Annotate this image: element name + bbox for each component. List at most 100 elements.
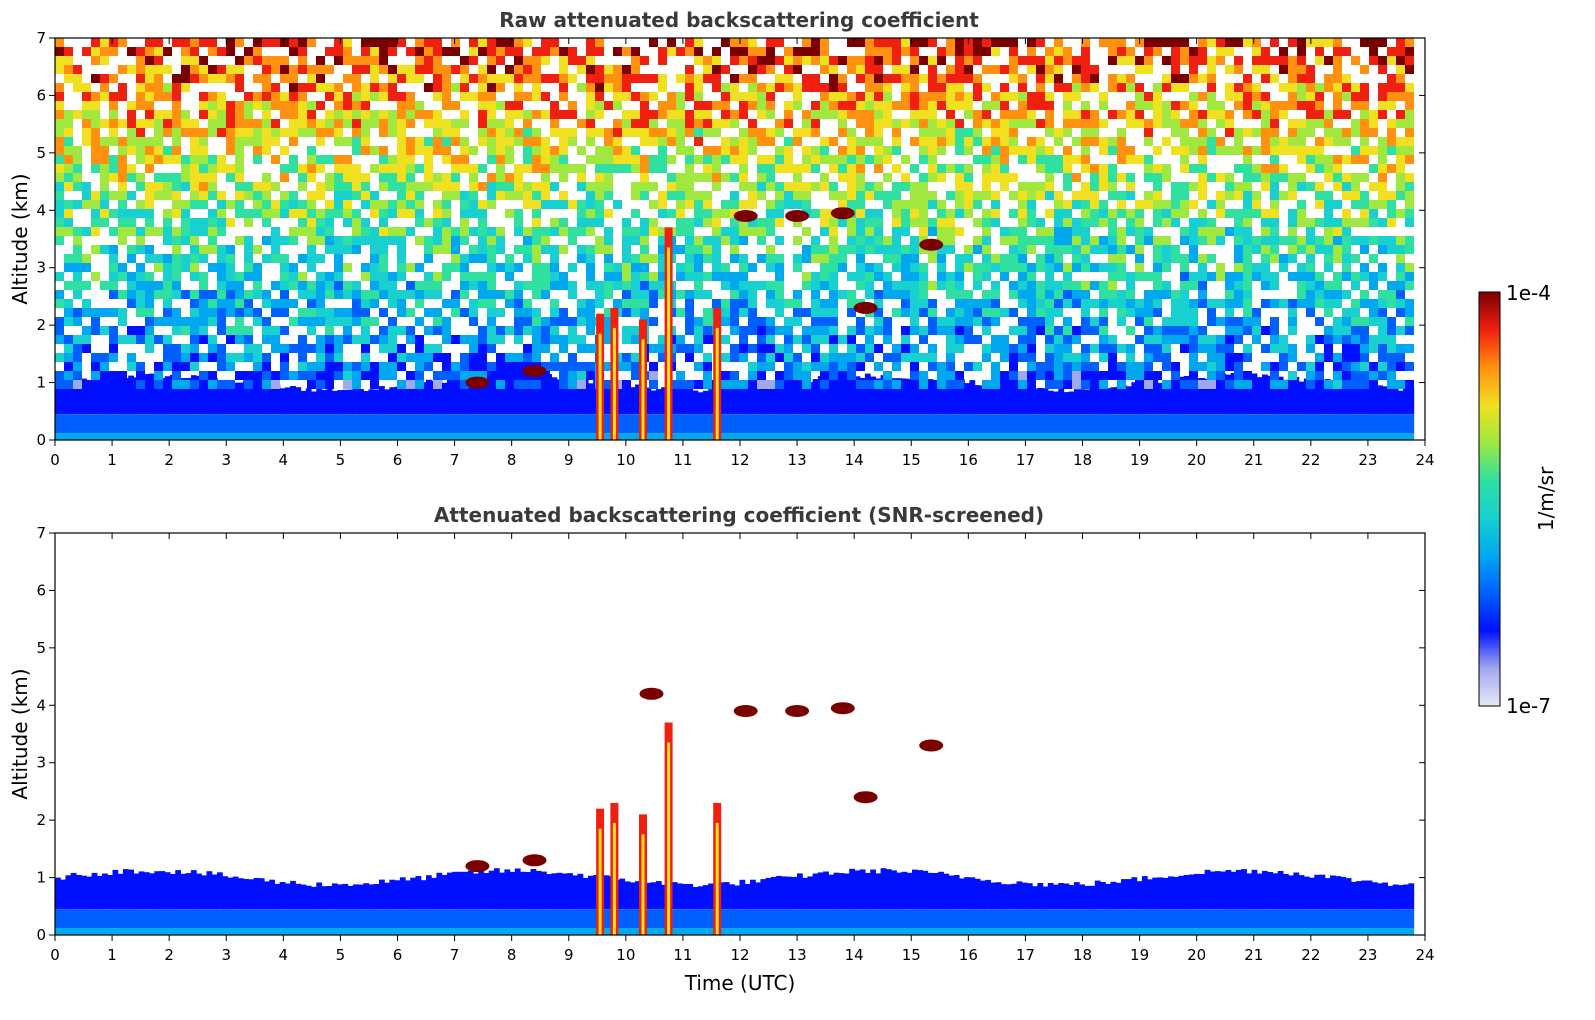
- noise-cell: [1396, 245, 1405, 254]
- noise-cell: [280, 308, 289, 317]
- noise-cell: [1117, 173, 1126, 182]
- noise-cell: [505, 128, 514, 137]
- noise-cell: [514, 38, 523, 47]
- noise-cell: [496, 146, 505, 155]
- noise-cell: [874, 74, 883, 83]
- noise-cell: [991, 263, 1000, 272]
- noise-cell: [1288, 308, 1297, 317]
- noise-cell: [235, 317, 244, 326]
- noise-cell: [73, 353, 82, 362]
- noise-cell: [1387, 344, 1396, 353]
- noise-cell: [370, 47, 379, 56]
- boundary-layer-cell: [901, 414, 908, 434]
- noise-cell: [1234, 245, 1243, 254]
- noise-cell: [775, 290, 784, 299]
- noise-cell: [514, 164, 523, 173]
- boundary-layer-cell: [896, 414, 903, 434]
- noise-cell: [748, 92, 757, 101]
- noise-cell: [1351, 299, 1360, 308]
- noise-cell: [775, 200, 784, 209]
- noise-cell: [937, 47, 946, 56]
- noise-cell: [1306, 218, 1315, 227]
- surface-layer-cell: [112, 433, 119, 440]
- noise-cell: [946, 38, 955, 47]
- noise-cell: [1207, 227, 1216, 236]
- boundary-layer-cell: [1157, 414, 1164, 434]
- noise-cell: [1081, 137, 1090, 146]
- boundary-layer-cell: [405, 385, 411, 415]
- noise-cell: [415, 236, 424, 245]
- noise-cell: [892, 65, 901, 74]
- noise-cell: [1315, 353, 1324, 362]
- noise-cell: [1180, 200, 1189, 209]
- noise-cell: [505, 254, 514, 263]
- noise-cell: [883, 326, 892, 335]
- noise-cell: [1063, 263, 1072, 272]
- noise-cell: [253, 317, 262, 326]
- surface-layer-cell: [1073, 433, 1080, 440]
- noise-cell: [532, 326, 541, 335]
- surface-layer-cell: [551, 433, 558, 440]
- noise-cell: [739, 128, 748, 137]
- noise-cell: [613, 299, 622, 308]
- noise-cell: [937, 254, 946, 263]
- surface-layer-cell: [624, 433, 631, 440]
- noise-cell: [172, 191, 181, 200]
- noise-cell: [514, 362, 523, 371]
- noise-cell: [478, 344, 487, 353]
- noise-cell: [1036, 164, 1045, 173]
- noise-cell: [847, 92, 856, 101]
- noise-cell: [415, 200, 424, 209]
- surface-layer-cell: [248, 433, 255, 440]
- noise-cell: [163, 254, 172, 263]
- noise-cell: [505, 299, 514, 308]
- noise-cell: [55, 83, 64, 92]
- noise-cell: [622, 155, 631, 164]
- noise-cell: [550, 110, 559, 119]
- noise-cell: [586, 263, 595, 272]
- noise-cell: [964, 209, 973, 218]
- noise-cell: [181, 290, 190, 299]
- noise-cell: [901, 263, 910, 272]
- noise-cell: [1315, 110, 1324, 119]
- noise-cell: [757, 281, 766, 290]
- noise-cell: [1315, 137, 1324, 146]
- boundary-layer-cell: [718, 387, 725, 415]
- noise-cell: [1144, 119, 1153, 128]
- noise-cell: [469, 146, 478, 155]
- noise-cell: [379, 245, 388, 254]
- noise-cell: [1216, 353, 1225, 362]
- noise-cell: [532, 137, 541, 146]
- noise-cell: [496, 128, 505, 137]
- noise-cell: [118, 164, 127, 173]
- noise-cell: [1153, 101, 1162, 110]
- noise-cell: [955, 101, 964, 110]
- noise-cell: [577, 146, 586, 155]
- noise-cell: [883, 200, 892, 209]
- noise-cell: [397, 362, 406, 371]
- noise-cell: [1090, 281, 1099, 290]
- noise-cell: [370, 146, 379, 155]
- noise-cell: [1126, 146, 1135, 155]
- noise-cell: [1063, 92, 1072, 101]
- noise-cell: [478, 110, 487, 119]
- noise-cell: [586, 281, 595, 290]
- noise-cell: [1396, 191, 1405, 200]
- noise-cell: [55, 335, 64, 344]
- boundary-layer-cell: [164, 376, 171, 415]
- noise-cell: [793, 56, 802, 65]
- noise-cell: [892, 164, 901, 173]
- noise-cell: [559, 164, 568, 173]
- noise-cell: [1207, 83, 1216, 92]
- noise-cell: [658, 344, 667, 353]
- noise-cell: [100, 209, 109, 218]
- noise-cell: [469, 245, 478, 254]
- noise-cell: [874, 191, 883, 200]
- noise-cell: [1207, 173, 1216, 182]
- surface-layer-cell: [1168, 433, 1174, 440]
- noise-cell: [352, 137, 361, 146]
- noise-cell: [1045, 65, 1054, 74]
- noise-cell: [1279, 83, 1288, 92]
- noise-cell: [1144, 344, 1153, 353]
- noise-cell: [217, 119, 226, 128]
